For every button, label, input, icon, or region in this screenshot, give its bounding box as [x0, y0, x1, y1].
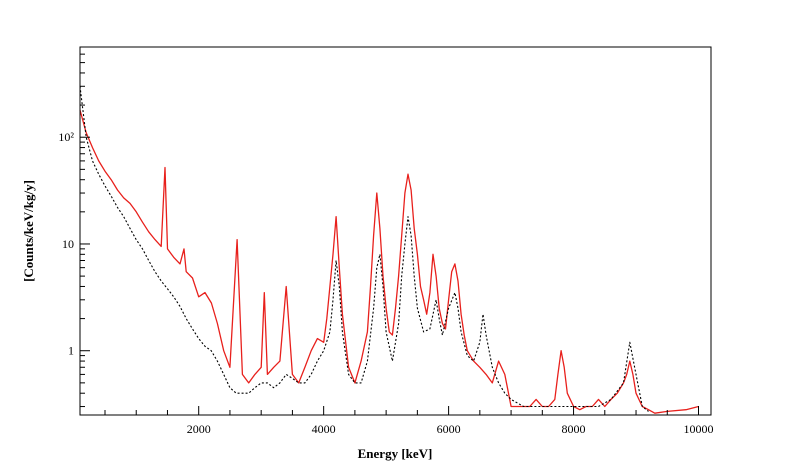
x-axis-ticks: 2000 4000 6000 8000 10000	[104, 406, 714, 436]
y-tick-label: 1	[68, 344, 74, 358]
plot-frame	[79, 46, 712, 416]
x-tick-label: 8000	[562, 422, 586, 436]
x-tick-label: 10000	[684, 422, 714, 436]
y-axis-title: [Counts/keV/kg/y]	[21, 180, 36, 282]
x-tick-label: 4000	[312, 422, 336, 436]
x-axis-title: Energy [keV]	[358, 446, 433, 461]
series-line-1	[79, 109, 699, 414]
x-tick-label: 6000	[437, 422, 461, 436]
y-tick-label: 10	[62, 237, 74, 251]
x-tick-label: 2000	[187, 422, 211, 436]
y-axis-ticks: 1 10 10²	[58, 46, 90, 408]
y-tick-label: 10²	[58, 130, 74, 144]
series-layer	[79, 86, 699, 414]
series-line-2	[79, 86, 649, 412]
